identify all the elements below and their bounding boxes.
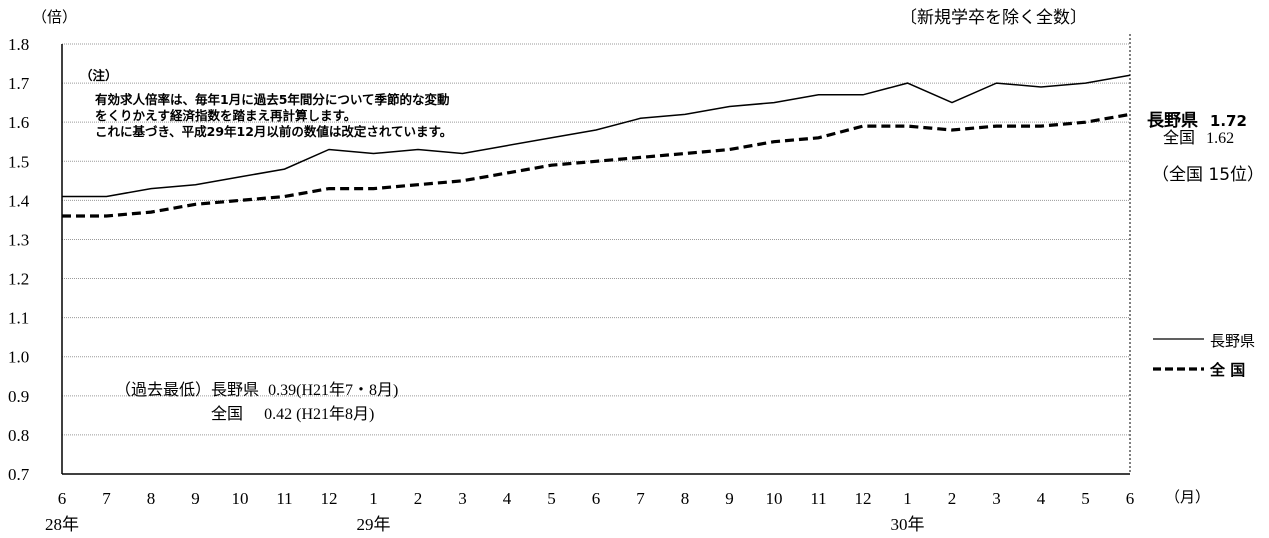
x-tick-label: 2 <box>948 489 957 508</box>
x-tick-label: 6 <box>1126 489 1135 508</box>
y-tick-label: 0.9 <box>8 387 29 406</box>
record-low-prefix: （過去最低） <box>115 380 212 399</box>
x-year-label: 28年 <box>45 515 79 534</box>
x-tick-label: 10 <box>232 489 249 508</box>
y-tick-label: 1.0 <box>8 348 29 367</box>
y-tick-label: 1.2 <box>8 270 29 289</box>
x-tick-label: 7 <box>102 489 111 508</box>
note-line-2: をくりかえす経済指数を踏まえ再計算します。 <box>95 108 357 123</box>
note-heading: （注） <box>80 68 118 83</box>
x-tick-label: 3 <box>458 489 467 508</box>
x-tick-label: 6 <box>58 489 67 508</box>
y-tick-label: 1.3 <box>8 230 29 249</box>
x-tick-label: 5 <box>547 489 556 508</box>
note-line-1: 有効求人倍率は、毎年1月に過去5年間分について季節的な変動 <box>95 92 450 107</box>
legend: 長野県 全 国 <box>1150 328 1265 379</box>
x-tick-label: 11 <box>276 489 292 508</box>
axes <box>61 34 1131 475</box>
legend-label-pref: 長野県 <box>1210 332 1256 350</box>
y-tick-label: 1.8 <box>8 35 29 54</box>
x-tick-label: 5 <box>1081 489 1090 508</box>
x-tick-label: 6 <box>592 489 601 508</box>
latest-pref: 長野県 1.72 <box>1147 106 1247 131</box>
x-axis-label: （月） <box>1165 488 1210 506</box>
y-tick-label: 1.1 <box>8 309 29 328</box>
x-tick-label: 8 <box>681 489 690 508</box>
x-tick-label: 2 <box>414 489 423 508</box>
series-line-national <box>62 112 1131 218</box>
latest-pref-label: 長野県 <box>1147 111 1198 131</box>
gridlines <box>62 43 1130 436</box>
x-tick-label: 1 <box>369 489 378 508</box>
record-low-pref-label: 長野県 <box>211 380 260 399</box>
record-low-national: 全国 0.42 (H21年8月) <box>211 400 374 424</box>
latest-nat-label: 全国 <box>1163 128 1196 147</box>
y-tick-label: 1.4 <box>8 191 30 210</box>
latest-national: 全国 1.62 <box>1163 124 1234 148</box>
x-tick-label: 9 <box>191 489 200 508</box>
x-tick-label: 12 <box>321 489 338 508</box>
y-tick-labels: 0.7 0.8 0.9 1.0 1.1 1.2 1.3 1.4 1.5 1.6 1.7 1.8 <box>8 35 30 484</box>
legend-label-nat: 全 国 <box>1210 361 1246 379</box>
x-tick-label: 8 <box>147 489 156 508</box>
x-tick-label: 9 <box>725 489 734 508</box>
y-tick-label: 1.5 <box>8 152 29 171</box>
series-lines <box>62 74 1131 218</box>
record-low-pref-value: 0.39(H21年7・8月) <box>268 382 399 399</box>
x-tick-label: 10 <box>766 489 783 508</box>
y-tick-label: 1.6 <box>8 113 29 132</box>
x-tick-label: 4 <box>1037 489 1046 508</box>
x-tick-label: 7 <box>636 489 645 508</box>
series-line-nagano <box>62 74 1131 198</box>
x-year-label: 30年 <box>891 515 925 534</box>
x-tick-label: 3 <box>992 489 1001 508</box>
record-low-nat-value: 0.42 (H21年8月) <box>264 406 375 423</box>
x-tick-label: 4 <box>503 489 512 508</box>
latest-pref-value: 1.72 <box>1209 112 1247 130</box>
chart-title: 〔新規学卒を除く全数〕 <box>900 8 1087 28</box>
x-year-label: 29年 <box>357 515 391 534</box>
y-axis-label: （倍） <box>32 8 77 26</box>
y-tick-label: 0.7 <box>8 465 30 484</box>
note-line-3: これに基づき、平成29年12月以前の数値は改定されています。 <box>95 124 453 139</box>
record-low-nat-label: 全国 <box>211 404 244 423</box>
x-tick-label: 12 <box>855 489 872 508</box>
national-rank: （全国 15位） <box>1152 165 1265 185</box>
latest-nat-value: 1.62 <box>1206 130 1235 147</box>
legend-swatches <box>1153 338 1204 371</box>
y-tick-label: 0.8 <box>8 426 29 445</box>
x-tick-label: 1 <box>903 489 912 508</box>
record-low-pref: （過去最低）長野県 0.39(H21年7・8月) <box>115 376 398 400</box>
x-tick-label: 11 <box>810 489 826 508</box>
y-tick-label: 1.7 <box>8 74 30 93</box>
